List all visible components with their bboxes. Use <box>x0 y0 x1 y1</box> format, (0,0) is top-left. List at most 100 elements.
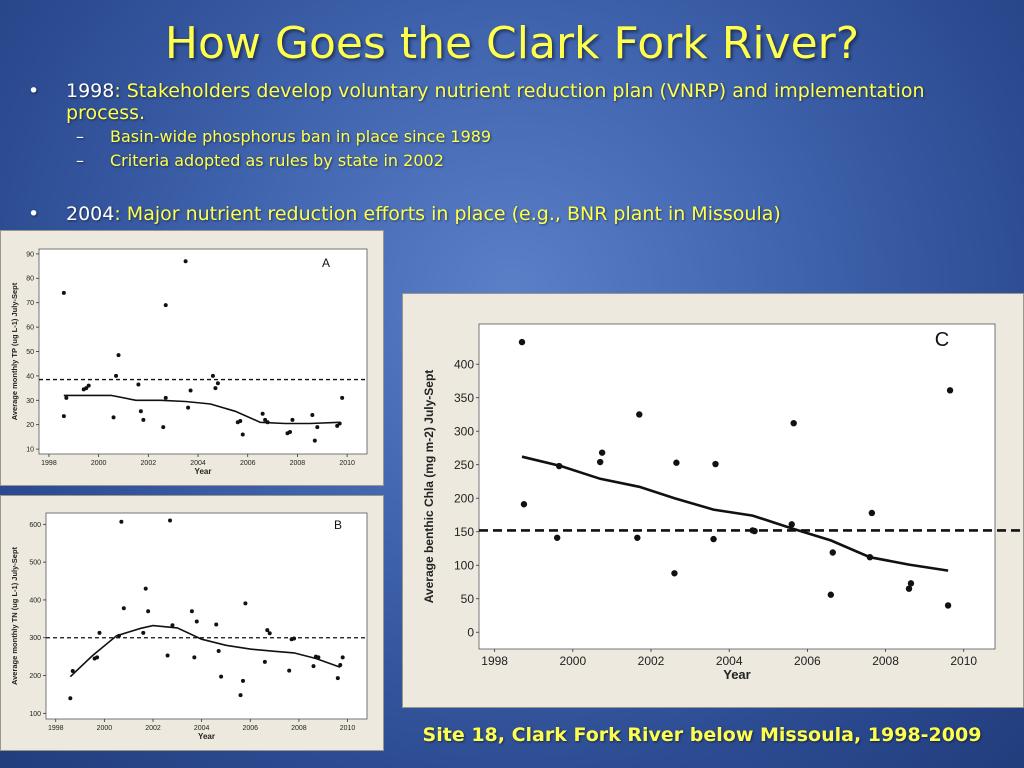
data-point <box>946 387 954 394</box>
data-point <box>710 535 717 543</box>
trend-line-c <box>521 455 949 572</box>
data-point <box>70 668 75 673</box>
data-point <box>214 622 219 627</box>
data-point <box>340 655 345 660</box>
chart-caption: Site 18, Clark Fork River below Missoula… <box>422 724 982 746</box>
data-point <box>138 409 143 414</box>
y-tick-label: 100 <box>29 711 41 718</box>
data-point <box>340 395 345 400</box>
data-point <box>84 386 89 391</box>
data-point <box>111 415 116 420</box>
data-point <box>163 303 168 308</box>
data-point <box>905 585 913 592</box>
data-point <box>61 290 66 295</box>
y-tick-label: 400 <box>29 597 41 604</box>
data-point <box>634 534 641 541</box>
data-point <box>335 423 340 428</box>
y-tick-label: 90 <box>26 251 34 258</box>
chart-panel-c: 0 50 100 150 200 250 300 350 400 1998 2000 2002 2004… <box>402 293 1024 708</box>
x-axis-label-c: Year <box>723 667 750 682</box>
dash-glyph: – <box>76 151 84 170</box>
data-point <box>907 580 915 587</box>
panel-label-c: C <box>935 329 949 351</box>
data-point <box>310 412 315 417</box>
data-point <box>866 553 874 561</box>
bullet-1998-body: : Stakeholders develop voluntary nutrien… <box>66 80 925 124</box>
data-point <box>165 653 170 658</box>
data-point <box>312 438 317 443</box>
x-tick-label: 2002 <box>638 654 665 668</box>
data-point <box>311 664 316 669</box>
y-tick-label: 40 <box>26 373 34 380</box>
data-point <box>141 630 146 635</box>
data-point <box>290 417 295 422</box>
x-tick-label: 1998 <box>481 654 508 668</box>
data-point <box>161 425 166 430</box>
data-point <box>68 696 73 701</box>
data-point <box>116 353 121 358</box>
x-tick-label: 1998 <box>48 725 64 732</box>
x-tick-label: 2004 <box>716 654 743 668</box>
data-point <box>146 609 151 614</box>
data-point <box>673 459 680 466</box>
bullet-2004-body: : Major nutrient reduction efforts in pl… <box>114 203 781 225</box>
panel-label-a: A <box>322 256 330 270</box>
panel-label-b: B <box>334 518 342 532</box>
plot-area-c <box>478 323 996 650</box>
data-point <box>216 648 221 653</box>
data-point <box>240 432 245 437</box>
data-point <box>292 636 297 641</box>
sub-bullet-criteria-text: Criteria adopted as rules by state in 20… <box>110 151 444 170</box>
data-point <box>829 549 836 556</box>
sub-bullet-phosphorus-ban-text: Basin-wide phosphorus ban in place since… <box>110 127 492 146</box>
data-point <box>240 678 245 683</box>
data-point <box>194 619 199 624</box>
x-tick-label: 2002 <box>141 460 157 467</box>
data-point <box>267 631 272 636</box>
y-tick-label: 300 <box>29 635 41 642</box>
data-point <box>86 383 91 388</box>
y-tick-label: 10 <box>26 447 34 454</box>
y-tick-label: 250 <box>454 458 474 472</box>
x-axis-label-b: Year <box>198 732 215 741</box>
chart-a-svg: 10 20 30 40 50 60 70 80 90 1998 2000 2002 2004 2006 20… <box>10 248 368 476</box>
y-tick-label: 50 <box>461 592 475 606</box>
x-tick-label: 2006 <box>242 725 258 732</box>
data-point <box>215 381 220 386</box>
bullet-1998-year: 1998 <box>66 80 115 102</box>
bullet-glyph: • <box>28 203 40 225</box>
x-tick-label: 2008 <box>290 460 306 467</box>
y-tick-label: 350 <box>454 391 474 405</box>
x-tick-label: 2008 <box>291 725 307 732</box>
y-tick-label: 150 <box>454 525 474 539</box>
bullet-2004-year: 2004 <box>66 203 115 225</box>
data-point <box>119 519 124 524</box>
data-point <box>188 388 193 393</box>
y-tick-label: 100 <box>454 558 474 572</box>
data-point <box>265 628 270 633</box>
data-point <box>186 405 191 410</box>
data-point <box>520 501 528 508</box>
y-tick-label: 30 <box>26 398 34 405</box>
data-point <box>262 659 267 664</box>
data-point <box>790 419 797 427</box>
y-tick-label: 600 <box>29 522 41 529</box>
data-point <box>555 462 563 470</box>
x-tick-label: 2002 <box>145 725 161 732</box>
data-point <box>219 674 224 679</box>
data-point <box>213 386 218 391</box>
data-point <box>260 411 265 416</box>
y-tick-label: 200 <box>29 673 41 680</box>
x-tick-label: 2000 <box>91 460 107 467</box>
data-point <box>337 421 342 426</box>
plot-area-b <box>45 512 368 720</box>
y-tick-label: 300 <box>454 424 474 438</box>
y-axis-label-a: Average monthly TP (ug L-1) July-Sept <box>10 282 19 420</box>
data-point <box>97 630 102 635</box>
data-point <box>170 623 175 628</box>
data-point <box>827 591 835 598</box>
y-tick-label: 60 <box>26 325 34 332</box>
y-tick-label: 0 <box>467 625 474 639</box>
data-point <box>944 602 952 609</box>
x-tick-label: 2000 <box>97 725 113 732</box>
